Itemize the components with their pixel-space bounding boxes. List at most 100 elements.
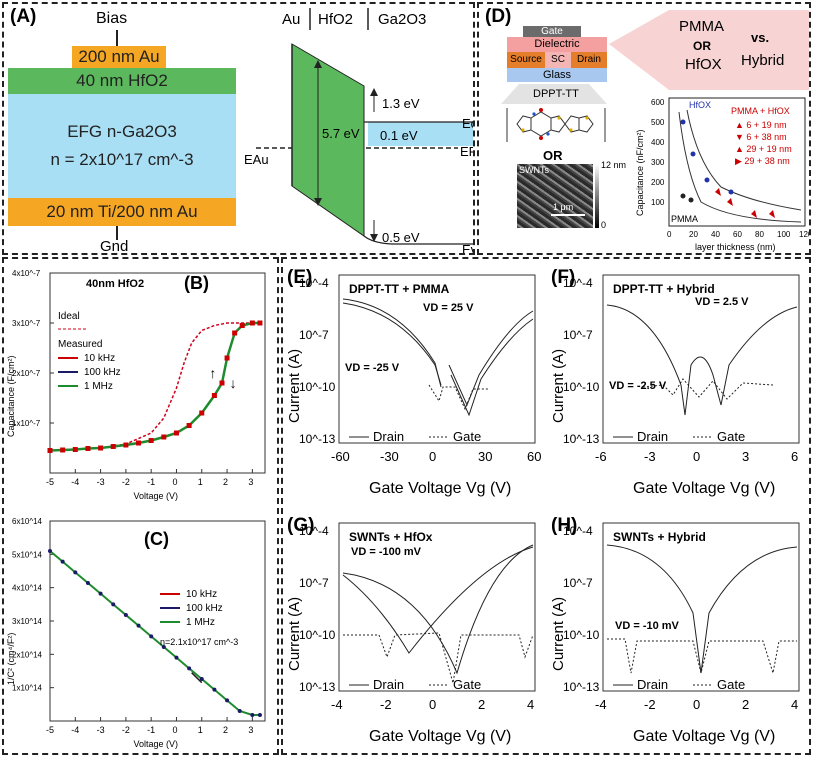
stack-sc: SC	[545, 52, 571, 68]
y-tick-label: 10^-10	[563, 380, 600, 394]
chart-g: (G) SWNTs + HfOx Current (A) Gate Voltage V…	[286, 515, 536, 745]
inset-ylabel: Capacitance (nF/cm²)	[635, 129, 645, 216]
x-axis-label: Voltage (V)	[134, 491, 179, 501]
legend-gate: Gate	[717, 677, 745, 692]
x-tick-label: 2	[223, 477, 228, 487]
gate-curve	[343, 632, 534, 684]
x-tick-label: -4	[595, 697, 607, 712]
y-tick-label: 4x10^14	[12, 584, 43, 593]
chart-title: SWNTs + Hybrid	[613, 530, 706, 544]
ef-label: EF	[460, 144, 475, 159]
swnts-label: SWNTs	[519, 165, 549, 175]
drain-curve-rev	[342, 546, 534, 654]
x-tick-label: 0	[693, 449, 700, 464]
inset-xtick: 120	[799, 230, 811, 239]
measured-point	[161, 434, 167, 440]
inset-hfox: HfOX	[689, 100, 711, 110]
ideal-line	[49, 322, 260, 452]
x-tick-label: -5	[46, 725, 54, 735]
panel-label: (H)	[551, 515, 577, 536]
mott-point	[250, 713, 255, 717]
measured-point	[123, 442, 129, 448]
band-ga2o3-label: Ga2O3	[378, 11, 426, 28]
x-tick-label: -5	[46, 477, 54, 487]
x-tick-label: 3	[248, 725, 253, 735]
x-tick-label: -2	[644, 697, 656, 712]
x-axis-label: Gate Voltage Vg (V)	[633, 480, 775, 497]
legend-item: 10 kHz	[186, 589, 217, 600]
legend-drain: Drain	[637, 677, 668, 692]
measured-point	[249, 320, 255, 326]
x-tick-label: 2	[742, 697, 749, 712]
x-tick-label: 3	[248, 477, 253, 487]
ec-label: Ec	[462, 116, 475, 131]
x-tick-label: -4	[71, 477, 79, 487]
panel-label: (F)	[551, 267, 575, 288]
inset-legend-item: ▲ 29 + 19 nm	[735, 144, 792, 154]
x-tick-label: 1	[198, 725, 203, 735]
mott-point	[212, 687, 217, 692]
x-tick-label: 4	[791, 697, 798, 712]
inset-pmma: PMMA	[671, 214, 698, 224]
legend-drain: Drain	[637, 429, 668, 444]
inset-ytick: 500	[651, 118, 665, 127]
panel-a-label: (A)	[10, 6, 37, 27]
x-tick-label: -4	[71, 725, 79, 735]
mott-point	[111, 602, 116, 607]
y-tick-label: 10^-4	[563, 524, 593, 538]
y-tick-label: 5x10^14	[12, 550, 43, 559]
cbar-top: 12 nm	[601, 160, 627, 170]
chart-c: 1/C² (cm⁴/F²) Voltage (V) -5 -4 -3 -2 -1 0 1 2 3 1x…	[6, 517, 266, 749]
measured-point	[173, 430, 179, 436]
plot-frame	[49, 272, 266, 474]
legend-gate: Gate	[453, 429, 481, 444]
measured-point	[110, 444, 116, 449]
inset-ytick: 600	[651, 98, 665, 107]
x-tick-label: -1	[147, 477, 155, 487]
e-au-label: EAu	[244, 152, 269, 167]
plot-frame	[602, 522, 800, 692]
legend-ideal: Ideal	[58, 311, 80, 322]
inset-ytick: 100	[651, 198, 665, 207]
mott-point	[199, 677, 204, 681]
x-tick-label: -1	[147, 725, 155, 735]
measured-point	[232, 330, 238, 336]
mott-point	[149, 634, 154, 639]
x-tick-label: 0	[172, 725, 177, 735]
compare-or: OR	[693, 39, 711, 53]
offset2-label: 0.1 eV	[380, 128, 418, 143]
legend-drain: Drain	[373, 429, 404, 444]
y-tick-label: 4x10^-7	[12, 269, 41, 278]
band-hfo2-label: HfO2	[318, 11, 353, 28]
chart-title: 40nm HfO2	[86, 278, 144, 290]
x-tick-label: -2	[122, 725, 130, 735]
chart-title: SWNTs + HfOx	[349, 530, 433, 544]
offset3-label: 0.5 eV	[382, 230, 420, 245]
x-tick-label: -6	[595, 449, 607, 464]
vd-annotation: VD = -25 V	[345, 362, 400, 374]
y-axis-label: Current (A)	[550, 349, 567, 423]
x-axis-label: Gate Voltage Vg (V)	[369, 480, 511, 497]
inset-legend-title: PMMA + HfOX	[731, 106, 790, 116]
measured-point	[136, 440, 142, 446]
x-tick-label: 3	[742, 449, 749, 464]
inset-ytick: 300	[651, 158, 665, 167]
legend-item: 10 kHz	[84, 353, 115, 364]
measured-point	[47, 448, 53, 453]
y-tick-label: 10^-13	[563, 432, 600, 446]
ga2o3-line1: EFG n-Ga2O3	[67, 122, 177, 141]
inset-ytick: 400	[651, 138, 665, 147]
layer-bottom: 20 nm Ti/200 nm Au	[8, 198, 236, 226]
compare-pmma: PMMA	[679, 18, 724, 35]
layer-top-au: 200 nm Au	[72, 46, 166, 68]
y-tick-label: 3x10^14	[12, 617, 43, 626]
ga2o3-line2: n = 2x10^17 cm^-3	[50, 150, 194, 169]
y-tick-label: 10^-7	[563, 576, 593, 590]
gate-curve	[607, 638, 797, 674]
y-axis-label: Capacitance (F/cm²)	[6, 355, 16, 437]
mott-point	[98, 591, 103, 596]
inset-xtick: 100	[777, 230, 791, 239]
panel-label: (C)	[144, 529, 169, 549]
gnd-label: Gnd	[100, 238, 129, 255]
measured-point	[224, 355, 230, 361]
